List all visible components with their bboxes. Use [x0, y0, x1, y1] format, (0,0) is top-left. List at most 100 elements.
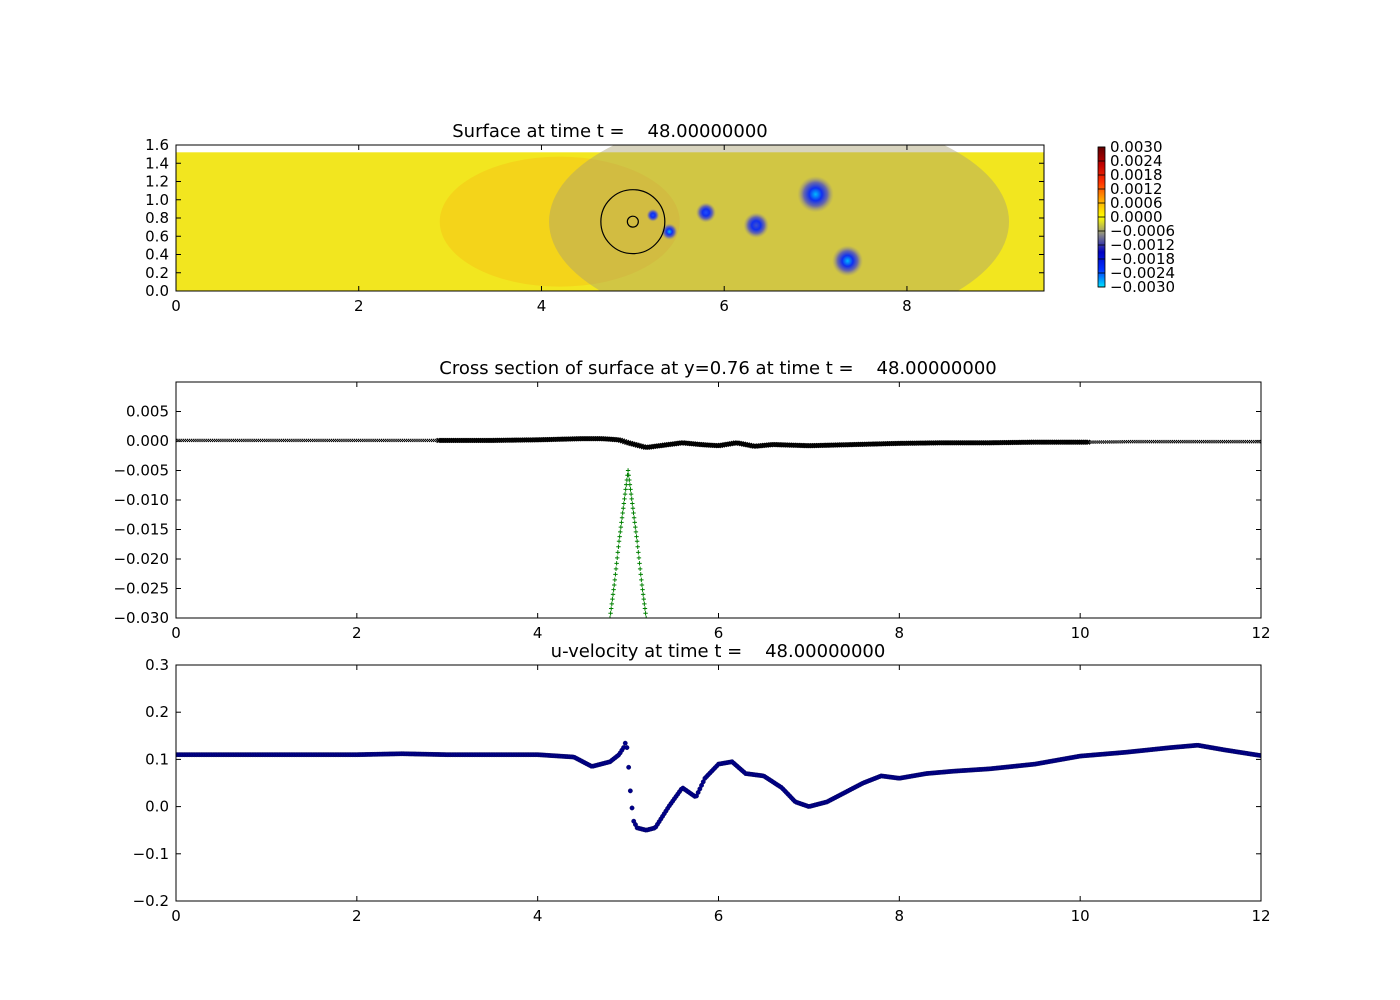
- surface-depression: [661, 223, 678, 240]
- x-tick-label: 4: [537, 297, 547, 315]
- colorbar-tick-label: −0.0006: [1110, 222, 1175, 240]
- surface-depression: [743, 212, 769, 239]
- bottom-bump-marker: [642, 606, 648, 611]
- bottom-bump-marker: [638, 572, 643, 577]
- bottom-bump-marker: [619, 515, 625, 520]
- bottom-bump-marker: [639, 582, 645, 588]
- y-tick-label: −0.005: [113, 462, 169, 480]
- y-tick-label: 0.0: [145, 798, 169, 816]
- bottom-bump-marker: [626, 473, 631, 478]
- bottom-bump-marker: [621, 506, 626, 511]
- cross-section-plot-area: [176, 382, 1261, 618]
- y-tick-label: −0.1: [133, 845, 169, 863]
- x-tick-label: 2: [352, 907, 362, 925]
- bottom-bump-marker: [613, 572, 618, 577]
- bottom-bump-marker: [640, 587, 645, 592]
- bottom-bump-marker: [643, 615, 649, 618]
- u-velocity-point: [622, 740, 628, 746]
- bottom-bump-marker: [639, 577, 644, 583]
- colorbar-tick-label: 0.0000: [1110, 208, 1163, 226]
- obstacle-circle: [626, 215, 639, 228]
- bottom-bump-marker: [618, 524, 624, 530]
- x-tick-label: 12: [1251, 624, 1270, 642]
- y-tick-label: 0.4: [145, 246, 169, 264]
- bottom-bump-series: [607, 468, 649, 618]
- colorbar: 0.00300.00240.00180.00120.00060.0000−0.0…: [1097, 138, 1175, 296]
- u-velocity-series: [176, 740, 1261, 833]
- bottom-bump-marker: [632, 520, 637, 525]
- bottom-bump-marker: [618, 529, 623, 535]
- bottom-bump-marker: [641, 596, 646, 602]
- colorbar-ticks: 0.00300.00240.00180.00120.00060.0000−0.0…: [1098, 138, 1175, 296]
- bottom-bump-marker: [631, 515, 637, 520]
- x-tick-label: 0: [171, 907, 181, 925]
- colorbar-tick-label: 0.0024: [1110, 152, 1163, 170]
- bottom-bump-marker: [634, 534, 639, 539]
- bottom-bump-marker: [610, 596, 615, 602]
- bottom-bump-marker: [628, 491, 634, 497]
- x-tick-label: 10: [1071, 907, 1090, 925]
- bottom-bump-marker: [619, 520, 624, 525]
- bottom-bump-marker: [643, 611, 648, 616]
- x-tick-label: 6: [714, 624, 724, 642]
- velocity-title: u-velocity at time t = 48.00000000: [551, 641, 886, 662]
- bottom-bump-marker: [640, 592, 646, 597]
- bottom-bump-marker: [633, 524, 638, 530]
- cross-section-x-ticks: 0 2 4 6 8 10 12: [171, 382, 1271, 642]
- y-tick-label: 0.3: [145, 656, 169, 674]
- colorbar-tick-label: 0.0018: [1110, 166, 1163, 184]
- bottom-bump-marker: [636, 555, 642, 561]
- bottom-bump-marker: [633, 529, 639, 535]
- bottom-bump-marker: [621, 501, 627, 506]
- y-tick-label: 0.005: [126, 403, 169, 421]
- x-tick-label: 4: [533, 907, 543, 925]
- bottom-bump-marker: [630, 506, 636, 511]
- velocity-y-ticks: −0.2 −0.1 0.0 0.1 0.2 0.3: [133, 656, 1261, 910]
- y-tick-label: 0.0: [145, 282, 169, 300]
- bottom-bump-marker: [627, 477, 632, 483]
- colorbar-tick-label: −0.0018: [1110, 250, 1175, 268]
- x-tick-label: 8: [895, 624, 905, 642]
- surface-depressions: [646, 176, 864, 277]
- surface-depression: [832, 245, 864, 277]
- bottom-bump-marker: [627, 482, 633, 487]
- bottom-bump-marker: [615, 550, 621, 555]
- bottom-bump-marker: [617, 534, 622, 539]
- y-tick-label: 1.2: [145, 173, 169, 191]
- x-tick-label: 4: [533, 624, 543, 642]
- bottom-bump-marker: [625, 468, 631, 473]
- surface-warm-region: [439, 156, 680, 287]
- colorbar-tick-label: −0.0030: [1110, 278, 1175, 296]
- bottom-bump-marker: [611, 587, 616, 592]
- velocity-x-ticks: 0 2 4 6 8 10 12: [171, 665, 1271, 925]
- surface-depression: [695, 202, 716, 223]
- y-tick-label: 0.6: [145, 227, 169, 245]
- u-velocity-point: [626, 764, 632, 770]
- x-tick-label: 2: [352, 624, 362, 642]
- bottom-bump-marker: [616, 544, 621, 550]
- u-velocity-point: [624, 745, 630, 750]
- x-tick-label: 0: [171, 624, 181, 642]
- x-tick-label: 8: [895, 907, 905, 925]
- surface-panel: Surface at time t = 48.00000000 0 2 4 6 8 0.…: [145, 121, 1045, 315]
- surface-x-ticks: 0 2 4 6 8: [171, 145, 912, 315]
- bottom-bump-marker: [615, 555, 620, 561]
- surface-elevation-marker: [1085, 439, 1091, 445]
- obstacle-circle: [600, 189, 666, 255]
- bottom-bump-marker: [614, 561, 619, 566]
- y-tick-label: 0.2: [145, 703, 169, 721]
- bottom-bump-marker: [610, 592, 616, 597]
- bottom-bump-marker: [637, 566, 643, 572]
- surface-field: [176, 145, 1044, 291]
- x-tick-label: 6: [719, 297, 729, 315]
- x-tick-label: 12: [1251, 907, 1270, 925]
- velocity-axes-frame: [175, 664, 1262, 902]
- bottom-bump-marker: [613, 566, 619, 572]
- cross-section-y-ticks: −0.030 −0.025 −0.020 −0.015 −0.010 −0.005 0.00…: [113, 403, 1261, 627]
- bottom-bump-marker: [609, 606, 614, 611]
- x-tick-label: 8: [902, 297, 912, 315]
- bottom-bump-marker: [629, 496, 634, 502]
- colorbar-tick-label: −0.0024: [1110, 264, 1175, 282]
- y-tick-label: 0.1: [145, 750, 169, 768]
